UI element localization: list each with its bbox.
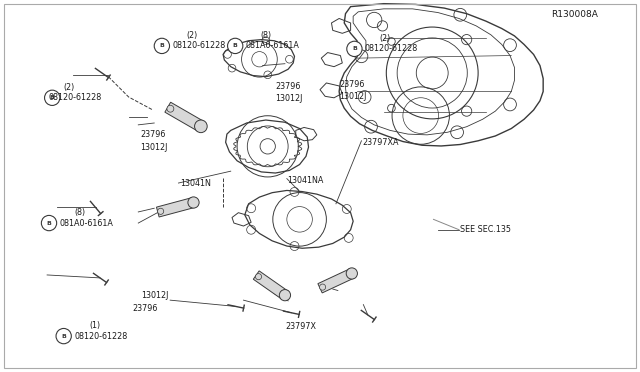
Text: (8): (8): [260, 31, 271, 40]
Text: (8): (8): [74, 208, 86, 217]
Circle shape: [195, 120, 207, 133]
Text: 13012J: 13012J: [339, 92, 367, 101]
Circle shape: [255, 273, 262, 280]
Text: 23796: 23796: [339, 80, 365, 89]
Text: (2): (2): [187, 31, 198, 40]
Circle shape: [279, 289, 291, 301]
Text: 13041NA: 13041NA: [287, 176, 323, 185]
Text: B: B: [47, 221, 51, 225]
Polygon shape: [253, 271, 288, 299]
Text: 23796: 23796: [140, 130, 166, 140]
Circle shape: [188, 197, 199, 208]
Text: B: B: [61, 334, 66, 339]
Circle shape: [347, 41, 362, 57]
Circle shape: [228, 38, 243, 54]
Polygon shape: [165, 102, 204, 131]
Polygon shape: [156, 198, 195, 217]
Text: 08120-61228: 08120-61228: [172, 41, 225, 51]
Circle shape: [157, 208, 164, 214]
Text: 081A0-6161A: 081A0-6161A: [60, 219, 114, 228]
Text: 08120-61228: 08120-61228: [365, 44, 418, 53]
Text: B: B: [159, 44, 164, 48]
Text: 23796: 23796: [275, 82, 301, 91]
Text: B: B: [352, 46, 357, 51]
Text: (2): (2): [380, 33, 390, 43]
Text: (1): (1): [89, 321, 100, 330]
Circle shape: [154, 38, 170, 54]
Text: 08120-61228: 08120-61228: [74, 331, 128, 341]
Text: 13012J: 13012J: [141, 291, 169, 300]
Polygon shape: [318, 269, 354, 293]
Text: B: B: [233, 44, 237, 48]
Text: (2): (2): [63, 83, 74, 92]
Circle shape: [319, 284, 326, 290]
Text: R130008A: R130008A: [551, 10, 598, 19]
Circle shape: [346, 268, 357, 279]
Text: 23797XA: 23797XA: [363, 138, 399, 147]
Circle shape: [42, 215, 57, 231]
Text: SEE SEC.135: SEE SEC.135: [460, 225, 511, 234]
Text: 13012J: 13012J: [140, 142, 168, 151]
Text: 23796: 23796: [132, 304, 157, 313]
Text: 23797X: 23797X: [285, 321, 316, 331]
Text: 08120-61228: 08120-61228: [49, 93, 102, 102]
Circle shape: [56, 328, 71, 344]
Text: 13012J: 13012J: [275, 94, 303, 103]
Text: B: B: [50, 95, 54, 100]
Text: 13041N: 13041N: [180, 179, 211, 187]
Circle shape: [167, 105, 174, 112]
Text: 081A0-6161A: 081A0-6161A: [245, 41, 300, 51]
Circle shape: [45, 90, 60, 105]
